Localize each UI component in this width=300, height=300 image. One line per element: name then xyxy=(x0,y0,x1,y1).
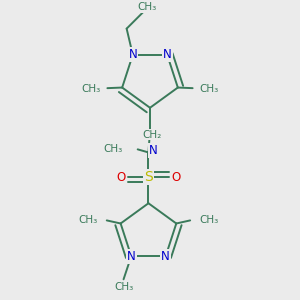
Text: N: N xyxy=(163,48,172,61)
Text: CH₂: CH₂ xyxy=(142,130,161,140)
Text: CH₃: CH₃ xyxy=(200,215,219,225)
Text: O: O xyxy=(172,171,181,184)
Text: CH₃: CH₃ xyxy=(138,2,157,12)
Text: CH₃: CH₃ xyxy=(81,84,101,94)
Text: N: N xyxy=(128,48,137,61)
Text: N: N xyxy=(161,250,170,263)
Text: CH₃: CH₃ xyxy=(103,144,122,154)
Text: CH₃: CH₃ xyxy=(78,215,98,225)
Text: O: O xyxy=(116,171,125,184)
Text: N: N xyxy=(127,250,136,263)
Text: CH₃: CH₃ xyxy=(200,84,219,94)
Text: N: N xyxy=(149,144,158,158)
Text: CH₃: CH₃ xyxy=(114,282,133,292)
Text: S: S xyxy=(144,170,153,184)
